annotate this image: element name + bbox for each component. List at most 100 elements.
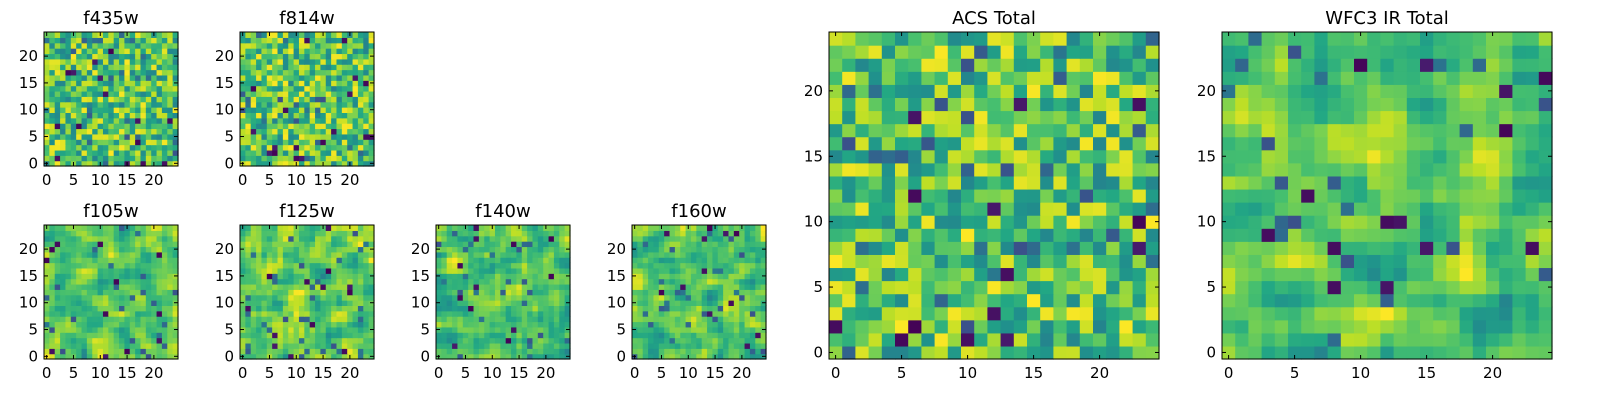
heatmap-cell [81,267,88,274]
heatmap-cell [728,262,735,269]
heatmap-cell [277,246,284,253]
heatmap-cell [304,133,311,140]
heatmap-cell [282,283,289,290]
heatmap-cell [1079,123,1094,138]
heatmap-cell [1053,123,1068,138]
heatmap-cell [717,289,724,296]
heatmap-cell [457,294,464,301]
heatmap-cell [755,225,762,231]
heatmap-cell [690,305,697,312]
heatmap-cell [92,48,99,55]
heatmap-cell [315,289,321,296]
heatmap-cell [49,342,56,349]
heatmap-cell [124,58,131,65]
heatmap-cell [532,337,539,344]
heatmap-cell [468,310,475,317]
heatmap-cell [156,58,163,65]
heatmap-cell [723,289,730,296]
heatmap-cell [1040,267,1054,282]
heatmap-cell [1235,202,1249,216]
heatmap-cell [288,278,295,285]
heatmap-cell [462,283,469,290]
heatmap-cell [261,74,268,81]
heatmap-cell [304,155,311,162]
heatmap-cell [250,53,257,60]
heatmap-cell [102,267,109,274]
heatmap-cell [1119,45,1134,59]
heatmap-cell [129,149,136,156]
heatmap-cell [712,251,719,258]
heatmap-cell [261,112,268,119]
heatmap-cell [54,144,61,151]
heatmap-cell [664,337,671,344]
heatmap-cell [728,326,735,333]
heatmap-cell [167,326,174,333]
heatmap-cell [331,32,338,38]
heatmap-cell [97,246,104,253]
heatmap-cell [108,300,115,306]
heatmap-cell [277,123,284,130]
heatmap-cell [309,144,316,151]
heatmap-cell [648,305,655,312]
heatmap-cell [532,316,539,323]
heatmap-cell [1000,136,1015,151]
heatmap-cell [446,241,453,248]
heatmap-cell [245,48,252,55]
heatmap-cell [1354,306,1368,321]
heatmap-cell [151,300,158,306]
heatmap-cell [755,283,762,290]
heatmap-cell [102,64,109,71]
heatmap-cell [65,300,72,306]
heatmap-cell [1393,280,1408,295]
heatmap-cell [60,144,67,151]
heatmap-cell [113,246,120,253]
heatmap-cell [92,310,99,317]
heatmap-cell [500,262,507,269]
heatmap-cell [304,69,311,76]
heatmap-cell [256,85,263,92]
heatmap-cell [320,251,327,258]
heatmap-cell [473,342,480,349]
heatmap-cell [124,101,131,108]
heatmap-cell [653,353,660,360]
heatmap-cell [347,123,354,130]
heatmap-cell [1027,136,1041,151]
heatmap-cell [494,225,501,231]
heatmap-cell [65,64,72,71]
heatmap-cell [341,53,348,60]
heatmap-cell [167,53,174,60]
heatmap-cell [240,262,246,269]
heatmap-cell [256,235,263,242]
heatmap-cell [961,58,975,72]
heatmap-cell [70,58,77,65]
heatmap-cell [277,58,284,65]
heatmap-cell [632,262,638,269]
heatmap-cell [1040,136,1054,151]
heatmap-cell [1406,202,1421,216]
heatmap-cell [653,294,660,301]
heatmap-cell [102,42,109,49]
heatmap-cell [1093,202,1107,216]
heatmap-cell [473,310,480,317]
heatmap-cell [272,337,279,344]
heatmap-cell [167,300,174,306]
heatmap-cell [129,133,136,140]
heatmap-cell [1459,241,1474,255]
heatmap-cell [521,310,528,317]
heatmap-cell [987,345,1002,360]
heatmap-cell [156,321,163,328]
heatmap-cell [320,257,327,264]
heatmap-cell [129,69,136,76]
heatmap-cell [140,112,147,119]
y-tick-label: 10 [215,101,234,119]
heatmap-cell [108,257,115,264]
heatmap-cell [1053,110,1068,125]
heatmap-cell [245,353,252,360]
heatmap-cell [49,149,56,156]
heatmap-cell [54,230,61,237]
heatmap-cell [478,300,485,306]
heatmap-cell [842,267,856,282]
heatmap-cell [102,262,109,269]
heatmap-cell [156,123,163,130]
heatmap-cell [484,273,491,280]
